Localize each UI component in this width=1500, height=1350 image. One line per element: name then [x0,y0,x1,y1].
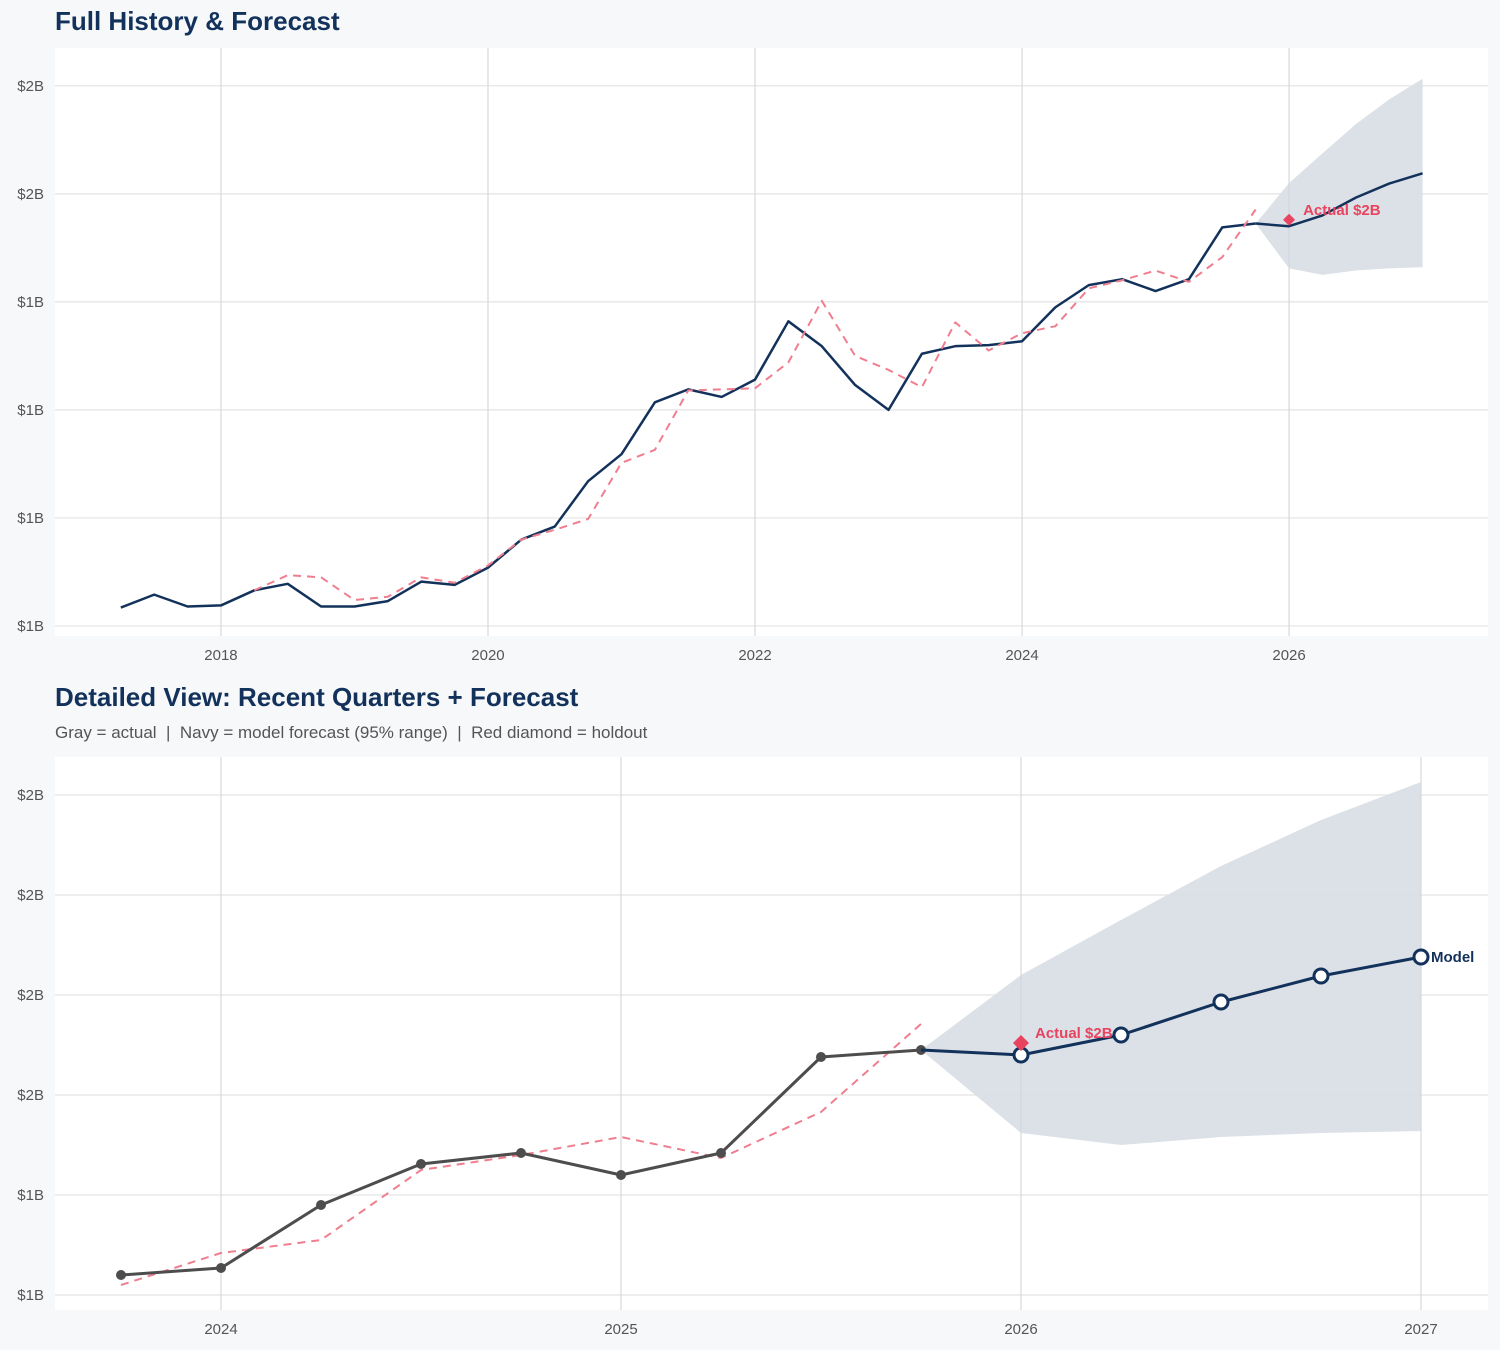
forecast-point [1212,993,1230,1011]
forecast-point [1312,967,1330,985]
y-tick-label: $2B [17,887,44,904]
bottom-chart: $1B $1B $2B $2B $2B $2B 2024 2025 2026 2027 Model A… [17,757,1488,1338]
forecast-line [920,955,1422,1057]
x-tick-label: 2025 [604,1321,637,1338]
y-tick-label: $2B [17,78,44,95]
x-tick-label: 2027 [1404,1321,1437,1338]
holdout-label: Actual $2B [1035,1025,1113,1042]
y-tick-label: $1B [17,1187,44,1204]
actual-point [816,1052,826,1062]
model-end-label: Model [1431,949,1474,966]
forecast-95-band [921,782,1421,1145]
y-tick-label: $1B [17,510,44,527]
x-tick-label: 2026 [1004,1321,1037,1338]
actual-point [216,1263,226,1273]
fitted-line [120,1023,922,1286]
forecast-95-band [1255,78,1423,275]
holdout-diamond [1013,1035,1029,1051]
y-tick-label: $2B [17,987,44,1004]
top-chart: $1B $1B $1B $1B $2B $2B 2018 2020 2022 2024 2026 Ac… [17,48,1488,664]
x-tick-label: 2018 [204,647,237,664]
forecast-line [1255,172,1423,228]
fitted-line [253,208,1257,602]
y-tick-label: $2B [17,1087,44,1104]
y-tick-label: $1B [17,294,44,311]
actual-point [716,1148,726,1158]
holdout-label: Actual $2B [1303,202,1381,219]
x-tick-label: 2024 [1005,647,1038,664]
actual-point [116,1270,126,1280]
actual-point [416,1159,426,1169]
bottom-chart-title: Detailed View: Recent Quarters + Forecas… [55,682,579,712]
x-tick-label: 2022 [738,647,771,664]
y-tick-label: $2B [17,787,44,804]
forecast-point [1112,1026,1130,1044]
x-tick-label: 2024 [204,1321,237,1338]
top-plot-area [55,48,1488,636]
y-tick-label: $2B [17,186,44,203]
y-tick-label: $1B [17,1287,44,1304]
y-tick-label: $1B [17,618,44,635]
actual-line [120,222,1256,609]
forecast-point [1412,948,1430,966]
actual-point [316,1200,326,1210]
x-tick-label: 2026 [1272,647,1305,664]
actual-point [516,1148,526,1158]
holdout-diamond [1283,213,1296,226]
x-tick-label: 2020 [471,647,504,664]
actual-point [616,1170,626,1180]
top-chart-title: Full History & Forecast [55,6,340,36]
bottom-chart-subtitle: Gray = actual | Navy = model forecast (9… [55,723,648,742]
y-tick-label: $1B [17,402,44,419]
